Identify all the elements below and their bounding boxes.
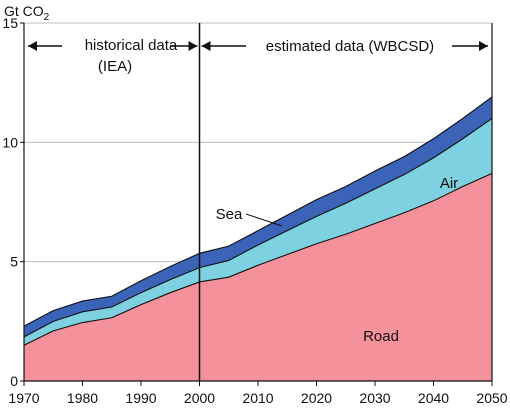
x-tick-label: 1990	[125, 390, 156, 406]
x-tick-label: 2030	[359, 390, 390, 406]
area-sea	[24, 96, 492, 337]
sea-leader-line	[245, 213, 283, 227]
boundary-road	[23, 172, 493, 346]
estimated-arrow-right-head	[479, 41, 488, 51]
y-axis-label-main: Gt CO	[4, 3, 44, 19]
x-tick-label: 2040	[418, 390, 449, 406]
y-axis-label: Gt CO2	[4, 3, 50, 23]
x-tick-label: 2020	[301, 390, 332, 406]
annotations: historical data (IEA) estimated data (WB…	[28, 37, 488, 345]
x-tick-label: 2000	[184, 390, 215, 406]
x-tick-label: 2010	[242, 390, 273, 406]
y-tick-label: 0	[10, 373, 18, 389]
historical-label-line1: historical data	[85, 37, 178, 54]
stacked-areas	[23, 96, 493, 381]
historical-arrow-left-head	[28, 41, 37, 51]
x-tick-label: 2050	[476, 390, 507, 406]
air-label: Air	[440, 175, 458, 192]
area-air	[24, 118, 492, 346]
x-tick-label: 1970	[8, 390, 39, 406]
estimated-label: estimated data (WBCSD)	[266, 38, 434, 55]
boundary-sea	[23, 96, 493, 327]
y-tick-label: 15	[2, 15, 18, 31]
y-tick-label: 10	[2, 134, 18, 150]
sea-label: Sea	[216, 206, 243, 223]
y-tick-label: 5	[10, 254, 18, 270]
area-road	[24, 173, 492, 381]
y-axis-label-subscript: 2	[44, 12, 50, 23]
tick-labels: 1970 1980 1990 2000 2010 2020 2030 2040 2050 0 5 10…	[2, 15, 507, 406]
historical-label-line2: (IEA)	[98, 58, 132, 75]
boundary-air	[23, 118, 493, 338]
axes	[20, 22, 493, 386]
historical-arrow-right-head	[188, 41, 198, 51]
estimated-arrow-left-head	[201, 41, 211, 51]
x-tick-label: 1980	[67, 390, 98, 406]
road-label: Road	[363, 328, 399, 345]
